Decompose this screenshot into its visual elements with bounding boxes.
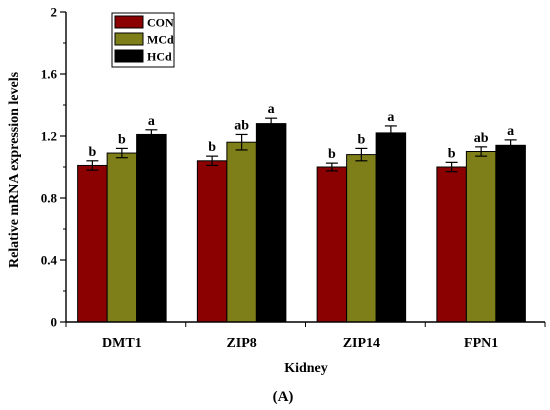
bar [226, 141, 257, 323]
significance-label: a [148, 114, 155, 129]
significance-label: b [448, 146, 456, 161]
significance-label: a [268, 102, 275, 117]
axes: DMT1 ZIP8 ZIP14 FPN1 0 0.4 0.8 1.2 1.6 2 [41, 5, 546, 351]
legend-label: MCd [147, 33, 174, 47]
panel-label: (A) [273, 389, 294, 405]
significance-label: b [118, 132, 126, 147]
significance-label: a [387, 110, 394, 125]
x-tick-label: ZIP14 [343, 336, 380, 351]
bar [196, 160, 228, 323]
bar [136, 133, 167, 323]
bar [316, 166, 348, 323]
y-tick-label: 2 [51, 5, 58, 20]
bar [346, 154, 377, 323]
legend-swatch [114, 49, 144, 63]
bar [436, 166, 467, 323]
x-tick-label: FPN1 [464, 336, 498, 351]
y-tick-label: 1.6 [41, 67, 58, 82]
bar [255, 123, 287, 323]
y-axis-title: Relative mRNA expression levels [7, 71, 22, 268]
x-axis-title: Kidney [284, 361, 328, 376]
significance-label: b [208, 140, 216, 155]
bar [465, 151, 497, 323]
significance-label: a [507, 124, 514, 139]
legend-label: HCd [147, 50, 172, 64]
bar [495, 144, 526, 323]
significance-label: b [88, 145, 96, 160]
significance-label: ab [474, 131, 489, 146]
y-tick-label: 0 [51, 315, 58, 330]
legend: CON MCd HCd [111, 12, 175, 68]
bar [106, 152, 138, 323]
y-tick-label: 1.2 [41, 129, 57, 144]
legend-swatch [114, 32, 144, 46]
significance-label: ab [234, 118, 249, 133]
significance-label: b [328, 147, 336, 162]
bar [375, 132, 407, 323]
y-tick-label: 0.8 [41, 191, 58, 206]
x-tick-label: ZIP8 [226, 336, 256, 351]
x-tick-label: DMT1 [102, 336, 142, 351]
legend-swatch [114, 15, 144, 29]
bar [77, 164, 108, 323]
legend-label: CON [147, 16, 174, 30]
significance-label: b [357, 132, 365, 147]
y-tick-label: 0.4 [41, 253, 58, 268]
